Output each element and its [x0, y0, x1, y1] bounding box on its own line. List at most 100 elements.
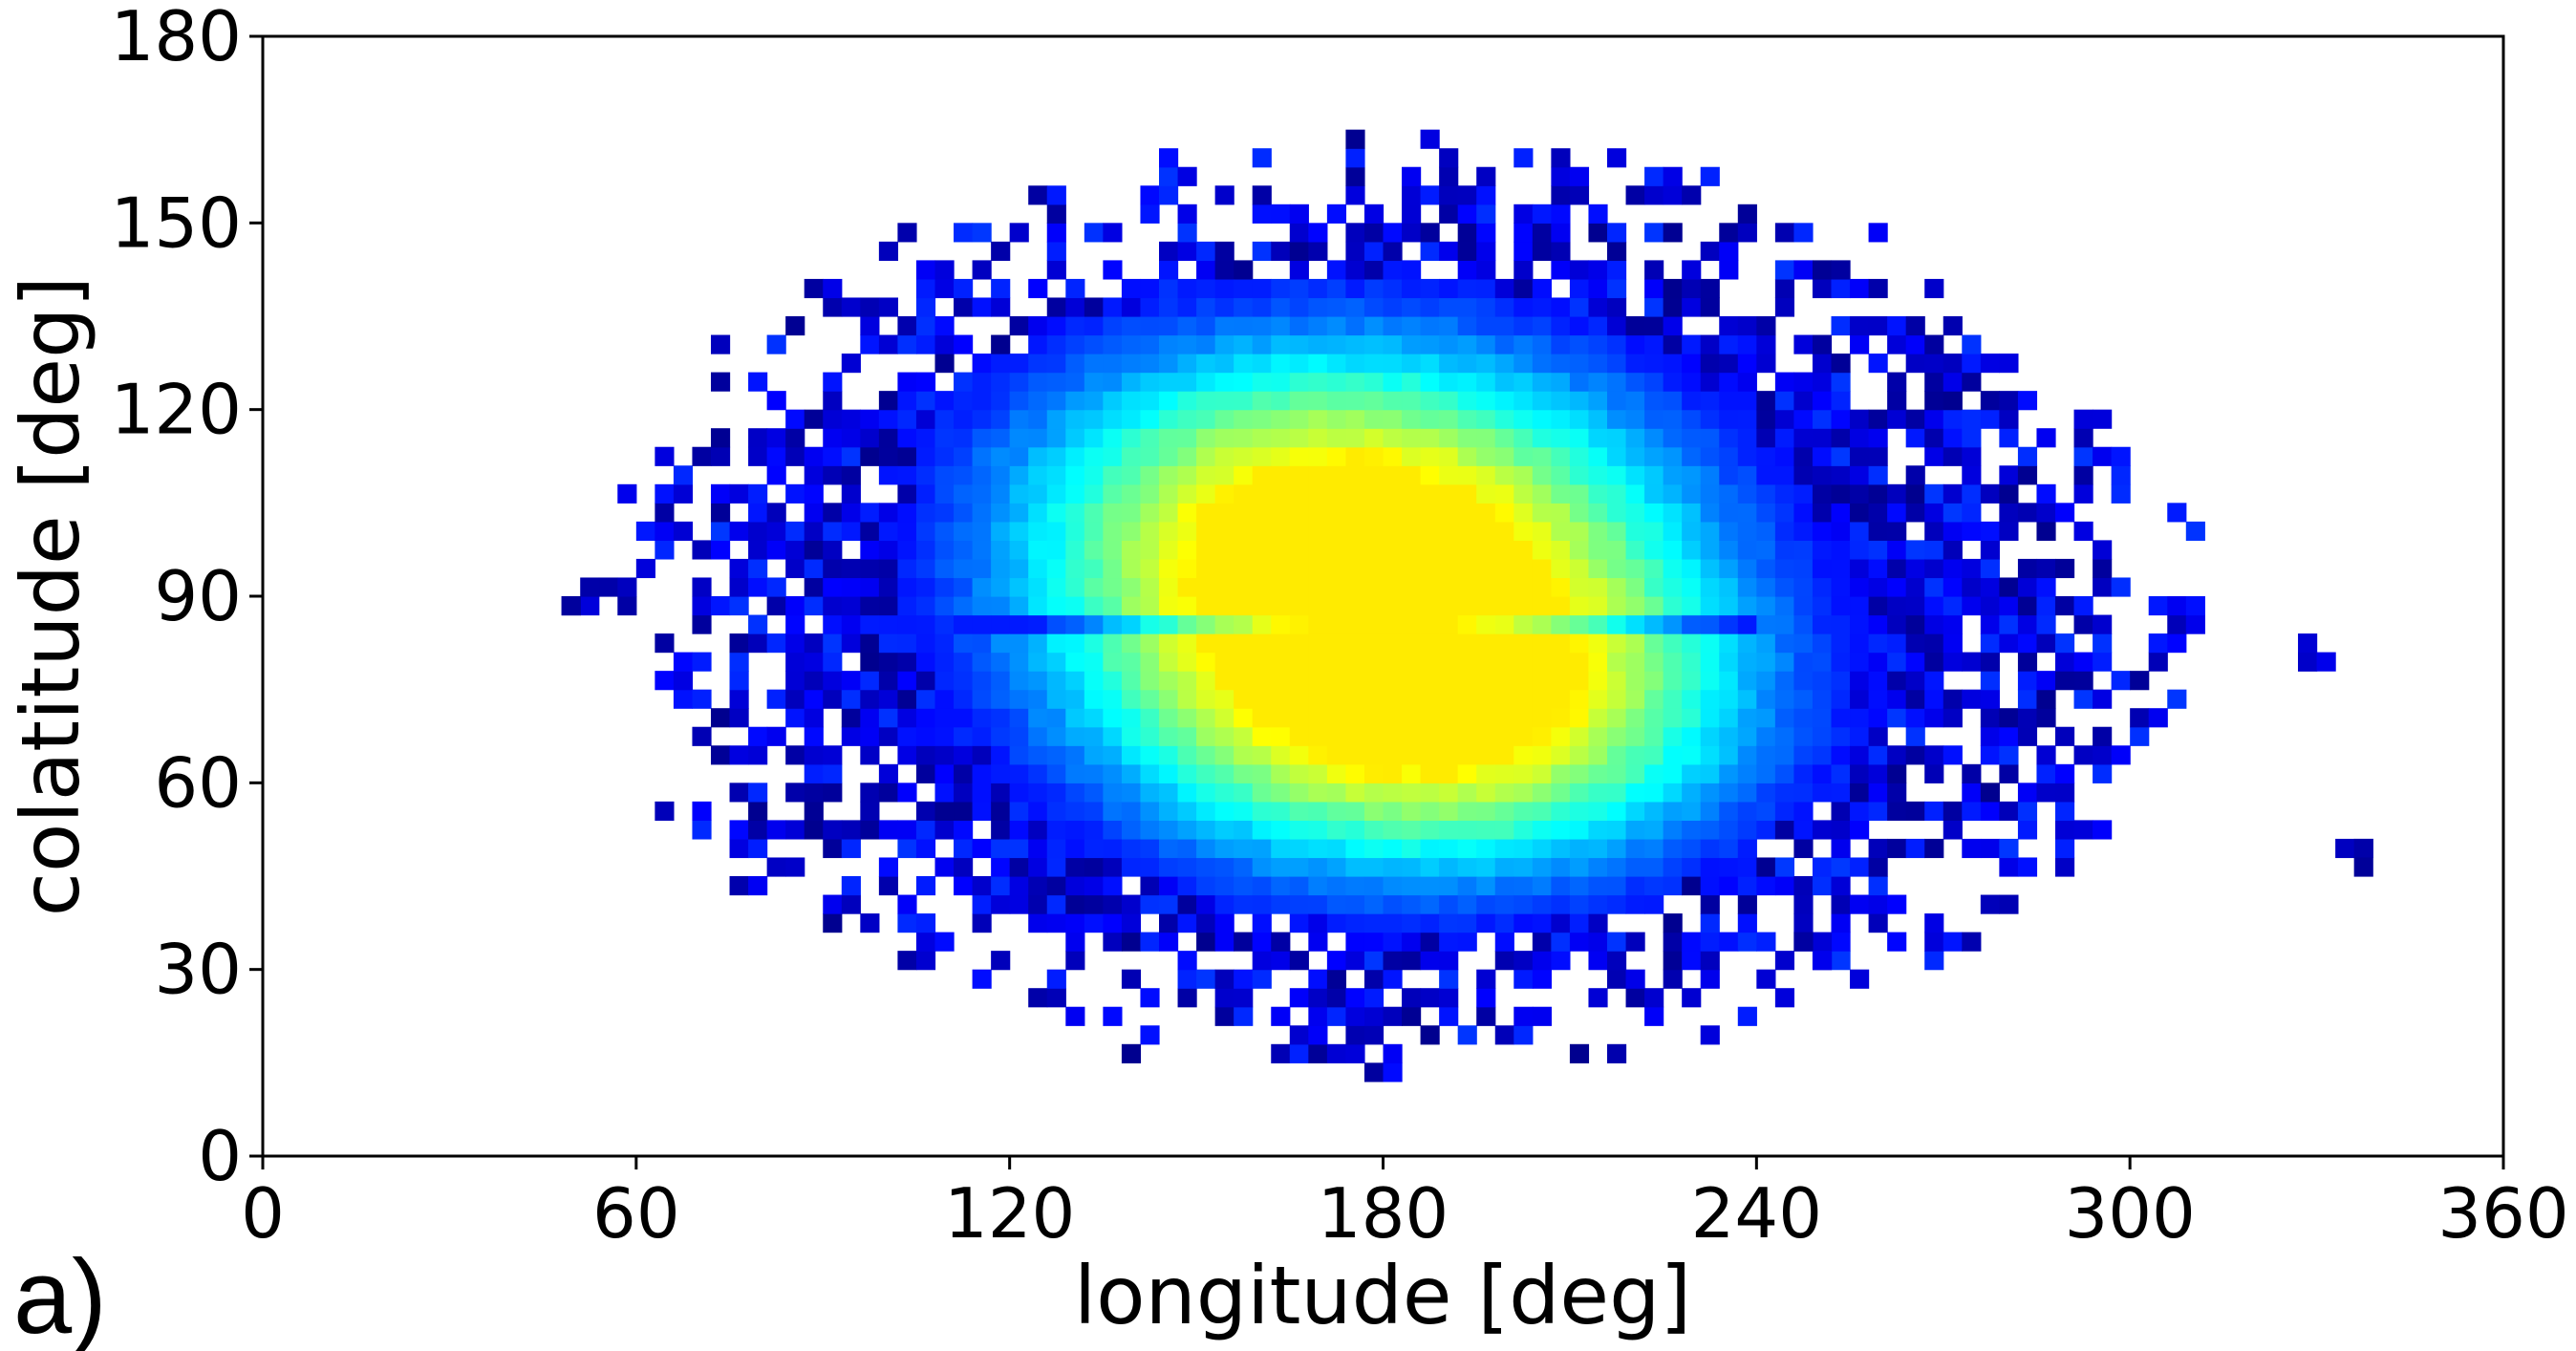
- heatmap-cell: [1345, 596, 1365, 616]
- heatmap-cell: [1663, 745, 1683, 765]
- heatmap-cell: [915, 446, 936, 466]
- heatmap-cell: [1457, 876, 1477, 896]
- heatmap-cell: [1719, 577, 1739, 597]
- heatmap-cell: [1962, 932, 1982, 952]
- heatmap-cell: [1308, 988, 1328, 1008]
- heatmap-cell: [1476, 166, 1496, 186]
- heatmap-cell: [1177, 726, 1197, 746]
- heatmap-cell: [1252, 297, 1272, 317]
- heatmap-cell: [1420, 391, 1440, 411]
- heatmap-cell: [1308, 540, 1328, 560]
- heatmap-cell: [1326, 633, 1347, 654]
- heatmap-cell: [1065, 558, 1085, 579]
- heatmap-cell: [2093, 558, 2113, 579]
- heatmap-cell: [1532, 354, 1552, 374]
- heatmap-cell: [1159, 894, 1179, 914]
- heatmap-cell: [1513, 297, 1534, 317]
- heatmap-cell: [915, 558, 936, 579]
- heatmap-cell: [1588, 596, 1608, 616]
- heatmap-cell: [2093, 540, 2113, 560]
- heatmap-cell: [1868, 783, 1888, 803]
- heatmap-cell: [1046, 857, 1066, 877]
- heatmap-cell: [2017, 708, 2038, 728]
- heatmap-cell: [1345, 1025, 1365, 1045]
- heatmap-cell: [1924, 391, 1944, 411]
- heatmap-cell: [1569, 503, 1590, 523]
- heatmap-cell: [1234, 783, 1254, 803]
- heatmap-cell: [1532, 857, 1552, 877]
- heatmap-cell: [1457, 894, 1477, 914]
- heatmap-cell: [1065, 316, 1085, 336]
- heatmap-cell: [1159, 409, 1179, 429]
- heatmap-cell: [1439, 428, 1459, 448]
- heatmap-cell: [1719, 372, 1739, 392]
- heatmap-cell: [1476, 409, 1496, 429]
- heatmap-cell: [1476, 428, 1496, 448]
- heatmap-cell: [1625, 671, 1645, 691]
- heatmap-cell: [1326, 988, 1347, 1008]
- heatmap-cell: [1607, 652, 1627, 672]
- heatmap-cell: [1663, 185, 1683, 205]
- heatmap-cell: [1383, 932, 1403, 952]
- heatmap-cell: [1065, 652, 1085, 672]
- heatmap-cell: [1756, 857, 1776, 877]
- heatmap-cell: [1756, 932, 1776, 952]
- heatmap-cell: [1439, 391, 1459, 411]
- heatmap-cell: [1737, 204, 1757, 224]
- heatmap-cell: [1682, 465, 1702, 485]
- heatmap-cell: [1402, 951, 1422, 971]
- heatmap-cell: [1345, 801, 1365, 821]
- heatmap-cell: [1868, 857, 1888, 877]
- heatmap-cell: [1252, 204, 1272, 224]
- heatmap-cell: [1214, 558, 1234, 579]
- heatmap-cell: [1252, 838, 1272, 859]
- heatmap-cell: [972, 540, 992, 560]
- heatmap-cell: [1345, 223, 1365, 243]
- heatmap-cell: [1084, 763, 1104, 783]
- heatmap-cell: [1028, 354, 1048, 374]
- heatmap-cell: [1943, 745, 1963, 765]
- heatmap-cell: [804, 409, 824, 429]
- heatmap-cell: [2036, 763, 2056, 783]
- heatmap-cell: [1326, 652, 1347, 672]
- heatmap-cell: [1700, 969, 1720, 989]
- heatmap-cell: [1289, 951, 1309, 971]
- heatmap-cell: [1774, 428, 1795, 448]
- heatmap-cell: [1980, 577, 2000, 597]
- heatmap-cell: [1513, 745, 1534, 765]
- heatmap-cell: [1532, 334, 1552, 354]
- heatmap-cell: [655, 483, 675, 504]
- heatmap-cell: [1850, 316, 1870, 336]
- heatmap-cell: [1140, 391, 1160, 411]
- heatmap-cell: [1140, 783, 1160, 803]
- heatmap-cell: [1439, 483, 1459, 504]
- heatmap-cell: [1494, 503, 1514, 523]
- heatmap-cell: [1719, 763, 1739, 783]
- heatmap-cell: [1793, 838, 1814, 859]
- heatmap-cell: [1700, 838, 1720, 859]
- heatmap-cell: [1308, 763, 1328, 783]
- heatmap-cell: [766, 465, 786, 485]
- heatmap-cell: [1663, 391, 1683, 411]
- heatmap-cell: [1028, 708, 1048, 728]
- heatmap-cell: [1140, 185, 1160, 205]
- heatmap-cell: [1046, 465, 1066, 485]
- heatmap-cell: [897, 483, 917, 504]
- heatmap-cell: [1682, 540, 1702, 560]
- heatmap-cell: [1943, 316, 1963, 336]
- heatmap-cell: [1494, 876, 1514, 896]
- heatmap-cell: [1196, 503, 1216, 523]
- heatmap-cell: [1140, 801, 1160, 821]
- heatmap-cell: [766, 540, 786, 560]
- heatmap-cell: [1271, 316, 1291, 336]
- x-tick-label: 120: [944, 1173, 1075, 1254]
- heatmap-cell: [1494, 409, 1514, 429]
- heatmap-cell: [1439, 1006, 1459, 1026]
- heatmap-cell: [1420, 801, 1440, 821]
- heatmap-cell: [972, 894, 992, 914]
- heatmap-cell: [1774, 951, 1795, 971]
- heatmap-cell: [1905, 465, 1925, 485]
- heatmap-cell: [1793, 708, 1814, 728]
- heatmap-cell: [1551, 540, 1571, 560]
- heatmap-cell: [1177, 316, 1197, 336]
